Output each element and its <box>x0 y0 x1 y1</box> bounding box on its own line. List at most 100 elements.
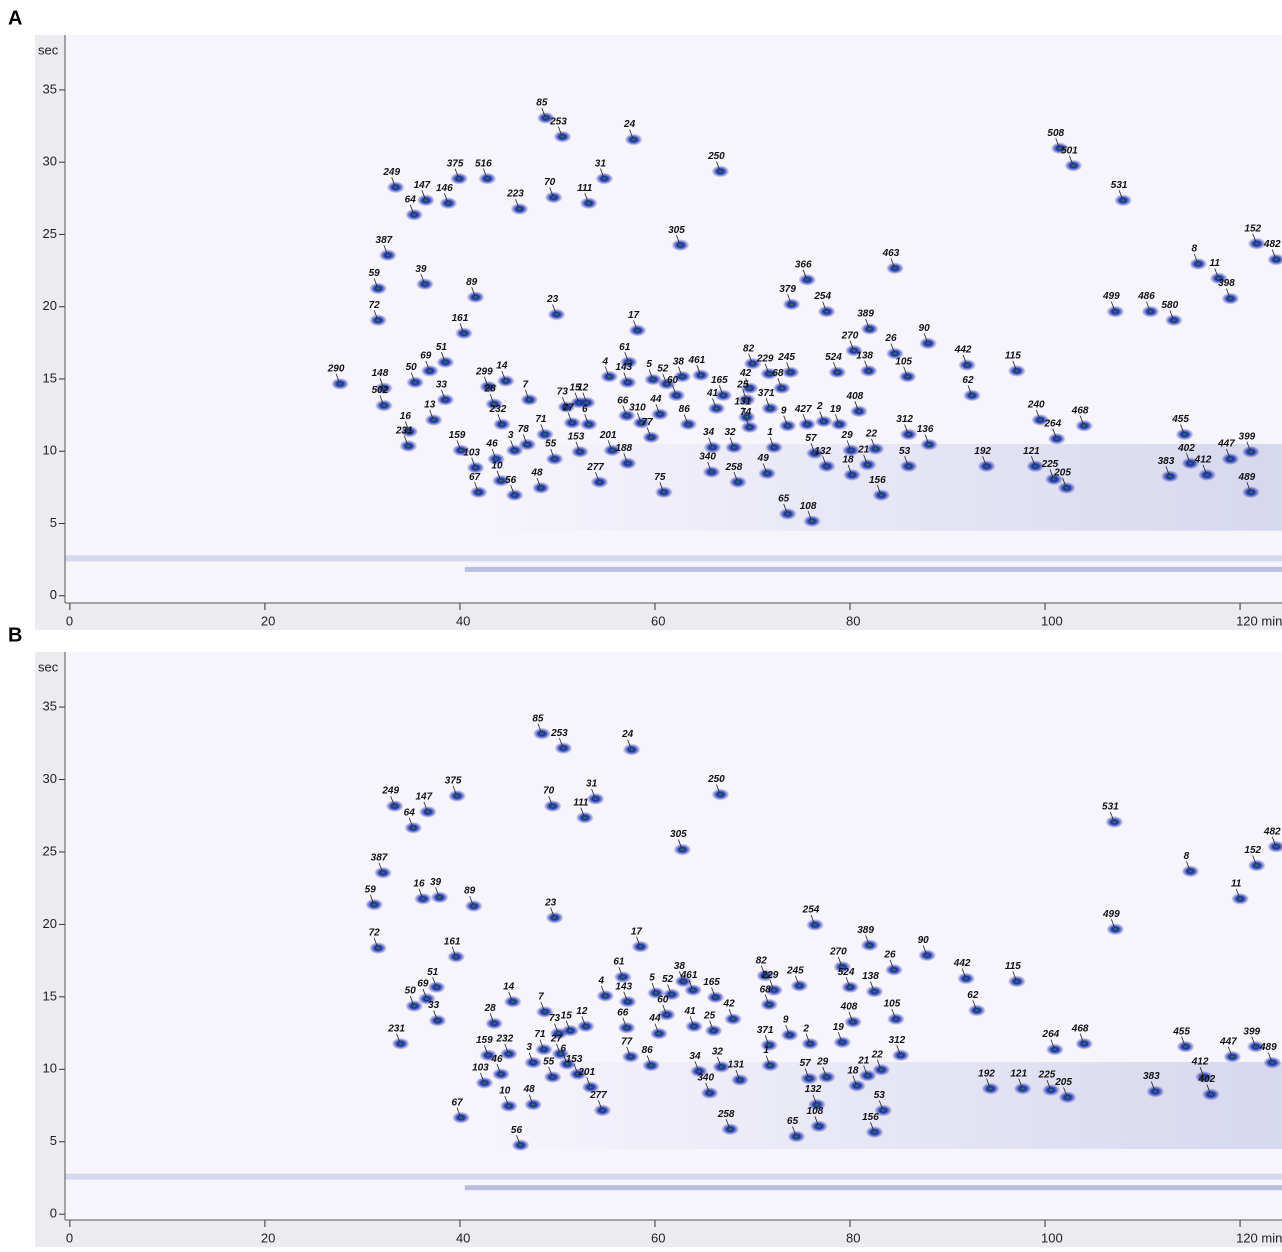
peak-label: 71 <box>534 1029 546 1040</box>
peak-label: 249 <box>382 167 400 178</box>
peak-spot <box>621 1050 640 1063</box>
peak-label: 103 <box>463 447 480 458</box>
peak-label: 508 <box>1047 128 1064 139</box>
peak-label: 39 <box>430 877 442 888</box>
peak-label: 463 <box>882 248 900 259</box>
peak-spot <box>657 1008 676 1021</box>
peak-label: 253 <box>550 728 568 739</box>
peak-spot <box>374 382 393 395</box>
peak-label: 8 <box>1184 851 1190 862</box>
leader-line <box>622 405 627 414</box>
leader-line <box>408 817 413 826</box>
peak-spot <box>447 950 466 963</box>
leader-line <box>574 392 579 401</box>
peak-spot <box>386 181 405 194</box>
peak-spot <box>1041 1084 1060 1097</box>
peak-spot <box>809 1120 828 1133</box>
leader-line <box>1202 464 1207 474</box>
leader-line <box>604 366 609 375</box>
peak-spot <box>628 324 647 337</box>
peak-label: 161 <box>452 313 469 324</box>
leader-line <box>422 988 427 997</box>
peak-label: 371 <box>757 1025 774 1036</box>
leader-line <box>871 438 875 448</box>
peak-spot <box>365 898 384 911</box>
peak-label: 264 <box>1043 418 1061 429</box>
peak-spot <box>534 1043 553 1056</box>
peak-spot <box>803 515 822 528</box>
leader-line <box>451 946 456 955</box>
peak-spot <box>492 418 511 431</box>
peak-label: 277 <box>589 1090 607 1101</box>
peak-label: 59 <box>369 268 381 279</box>
peak-label: 143 <box>615 981 632 992</box>
leader-line <box>516 1135 520 1144</box>
leader-line <box>565 1020 570 1029</box>
peak-label: 11 <box>1210 258 1221 269</box>
peak-label: 33 <box>436 379 448 390</box>
peak-label: 340 <box>697 1073 714 1084</box>
leader-line <box>1246 482 1251 491</box>
leader-line <box>491 448 496 458</box>
leader-line <box>742 406 747 416</box>
peak-spot <box>417 992 436 1005</box>
peak-spot <box>563 416 582 429</box>
peak-label: 12 <box>576 1006 588 1017</box>
peak-label: 29 <box>841 430 854 441</box>
peak-label: 489 <box>1238 472 1256 483</box>
peak-spot <box>452 444 471 457</box>
leader-line <box>1181 1036 1185 1045</box>
leader-line <box>482 168 487 177</box>
peak-label: 18 <box>842 455 854 466</box>
peak-spot <box>374 866 393 879</box>
peak-label: 249 <box>381 786 399 797</box>
leader-line <box>1267 1052 1272 1061</box>
peak-spot <box>369 942 388 955</box>
leader-line <box>539 1039 544 1048</box>
leader-line <box>676 234 680 244</box>
peak-label: 305 <box>670 829 687 840</box>
x-tick-label: 60 <box>651 613 665 628</box>
peak-label: 245 <box>786 965 804 976</box>
leader-line <box>633 320 637 329</box>
peak-spot <box>958 359 977 372</box>
peak-spot <box>1013 1082 1032 1095</box>
peak-spot <box>420 364 439 377</box>
peak-label: 4 <box>601 356 608 367</box>
peak-label: 387 <box>376 235 393 246</box>
leader-line <box>1252 855 1257 864</box>
peak-label: 41 <box>706 388 719 399</box>
baseline-band <box>464 566 1282 572</box>
peak-spot <box>833 1036 852 1049</box>
peak-spot <box>524 1056 543 1069</box>
peak-label: 42 <box>723 999 736 1010</box>
peak-spot <box>624 133 643 146</box>
peak-label: 121 <box>1010 1068 1027 1079</box>
peak-label: 580 <box>1162 300 1179 311</box>
leader-line <box>870 981 874 990</box>
leader-line <box>379 395 384 404</box>
peak-label: 499 <box>1102 909 1120 920</box>
peak-spot <box>814 415 833 428</box>
peak-label: 56 <box>511 1125 523 1136</box>
leader-line <box>637 412 641 422</box>
peak-spot <box>760 367 779 380</box>
peak-label: 111 <box>577 183 593 194</box>
leader-line <box>786 362 790 371</box>
leader-line <box>474 482 478 491</box>
peak-spot <box>899 460 918 473</box>
peak-spot <box>866 442 885 455</box>
leader-line <box>659 482 664 491</box>
peak-spot <box>464 900 483 913</box>
leader-line <box>891 1008 896 1018</box>
peak-spot <box>618 995 637 1008</box>
peak-label: 524 <box>825 352 842 363</box>
peak-spot <box>807 1098 826 1111</box>
peak-spot <box>600 370 619 383</box>
peak-label: 442 <box>954 345 972 356</box>
peak-spot <box>647 987 666 1000</box>
peak-spot <box>427 981 446 994</box>
leader-line <box>783 503 788 513</box>
peak-spot <box>782 298 801 311</box>
peak-spot <box>898 370 917 383</box>
